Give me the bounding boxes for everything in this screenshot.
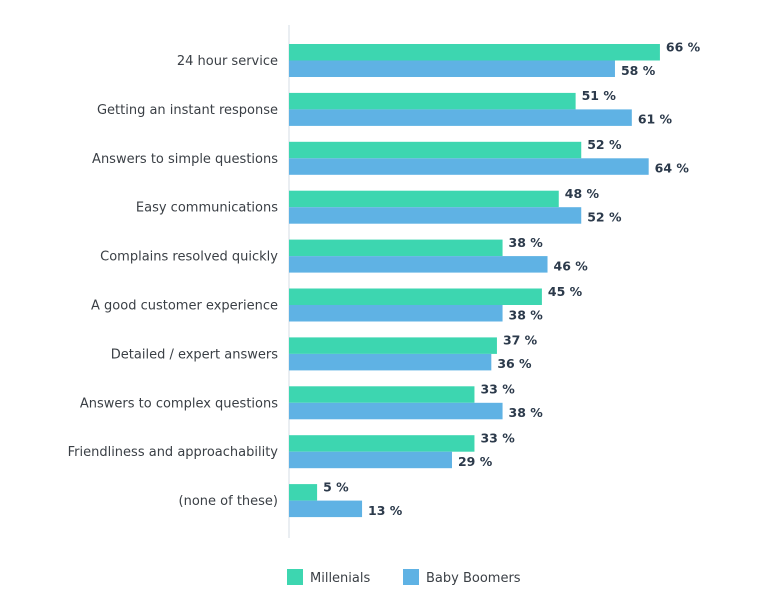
bar-millenials bbox=[289, 484, 318, 501]
value-label: 37 % bbox=[503, 333, 538, 348]
category-label: Answers to complex questions bbox=[80, 396, 278, 411]
value-label: 5 % bbox=[323, 479, 349, 494]
value-label: 38 % bbox=[509, 307, 544, 322]
bar-baby-boomers bbox=[289, 305, 503, 322]
category-label: Easy communications bbox=[136, 201, 278, 216]
category-label: Complains resolved quickly bbox=[100, 250, 278, 265]
bar-millenials bbox=[289, 288, 542, 305]
bar-baby-boomers bbox=[289, 402, 503, 420]
value-label: 33 % bbox=[480, 382, 515, 397]
legend-label: Millenials bbox=[310, 571, 370, 586]
bar-baby-boomers bbox=[289, 158, 649, 175]
value-label: 45 % bbox=[548, 284, 583, 299]
bar-millenials bbox=[289, 435, 475, 452]
bar-baby-boomers bbox=[289, 500, 363, 518]
category-label: (none of these) bbox=[179, 494, 278, 509]
value-label: 58 % bbox=[621, 63, 656, 78]
bar-baby-boomers bbox=[289, 451, 452, 469]
bar-millenials bbox=[289, 141, 582, 159]
value-label: 51 % bbox=[582, 88, 617, 103]
value-label: 61 % bbox=[638, 112, 673, 127]
category-label: Answers to simple questions bbox=[92, 152, 278, 167]
bar-baby-boomers bbox=[289, 353, 492, 371]
value-label: 38 % bbox=[509, 405, 544, 420]
value-label: 38 % bbox=[509, 235, 544, 250]
value-label: 36 % bbox=[497, 356, 532, 371]
category-label: 24 hour service bbox=[177, 54, 278, 69]
bar-millenials bbox=[289, 44, 660, 61]
legend-swatch-baby-boomers bbox=[403, 569, 419, 585]
legend-label: Baby Boomers bbox=[426, 571, 521, 586]
value-label: 52 % bbox=[587, 137, 622, 152]
bar-millenials bbox=[289, 92, 576, 110]
value-label: 64 % bbox=[655, 161, 690, 176]
bar-baby-boomers bbox=[289, 60, 615, 77]
category-label: A good customer experience bbox=[91, 299, 278, 314]
category-label: Detailed / expert answers bbox=[111, 347, 278, 362]
bar-millenials bbox=[289, 386, 475, 403]
bar-millenials bbox=[289, 190, 559, 208]
value-label: 48 % bbox=[565, 186, 600, 201]
legend-swatch-millenials bbox=[287, 569, 303, 585]
value-label: 52 % bbox=[587, 209, 622, 224]
bar-millenials bbox=[289, 337, 497, 354]
category-label: Friendliness and approachability bbox=[68, 445, 279, 460]
category-label: Getting an instant response bbox=[97, 103, 278, 118]
value-label: 33 % bbox=[480, 430, 515, 445]
bar-baby-boomers bbox=[289, 256, 548, 273]
value-label: 13 % bbox=[368, 503, 403, 518]
value-label: 66 % bbox=[666, 39, 701, 54]
bar-millenials bbox=[289, 239, 503, 257]
value-label: 29 % bbox=[458, 454, 493, 469]
bar-baby-boomers bbox=[289, 207, 582, 224]
bar-baby-boomers bbox=[289, 109, 632, 126]
value-label: 46 % bbox=[554, 258, 589, 273]
